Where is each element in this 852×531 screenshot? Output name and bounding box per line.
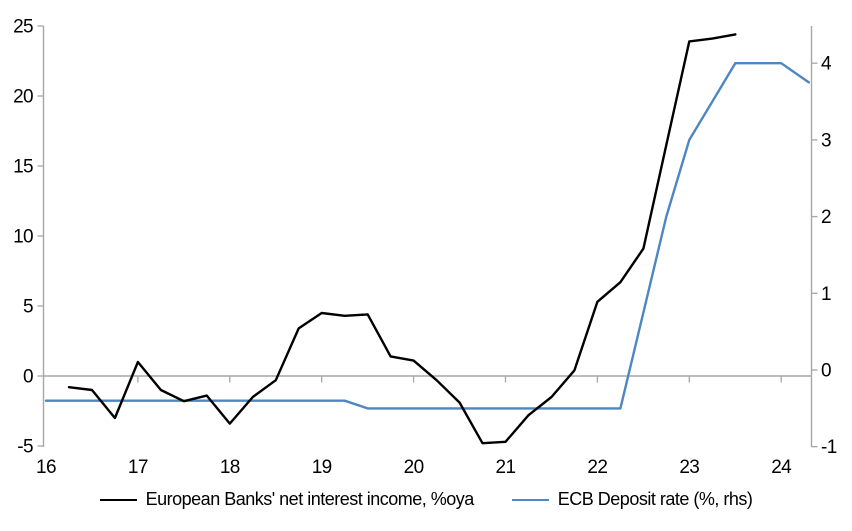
right-axis-tick-label: 3 [821,130,831,151]
x-axis-tick-label: 23 [679,457,699,478]
x-axis-tick-label: 21 [496,457,516,478]
chart-legend: European Banks' net interest income, %oy… [0,489,852,510]
x-axis-tick-label: 18 [220,457,240,478]
legend-label-nii: European Banks' net interest income, %oy… [145,489,475,509]
right-axis-tick-label: 0 [821,361,831,382]
ecb-deposit-rate-line [44,62,810,410]
left-axis-tick-label: 5 [23,297,33,318]
right-axis-tick-label: 4 [821,54,832,75]
right-axis-tick-label: 1 [821,284,831,305]
left-axis-tick-label: -5 [17,437,33,458]
left-axis-tick-label: 15 [13,157,33,178]
legend-item-ecb: ECB Deposit rate (%, rhs) [511,489,753,510]
x-axis-tick-label: 19 [312,457,332,478]
left-axis-tick-label: 0 [23,367,33,388]
left-axis-tick-label: 25 [13,17,33,38]
x-axis-tick-label: 17 [128,457,148,478]
x-axis-tick-label: 22 [587,457,607,478]
left-axis-tick-label: 20 [13,87,33,108]
nii-line-swatch [99,498,137,501]
ecb-line-swatch [511,498,549,501]
right-axis-tick-label: 2 [821,207,831,228]
nii-line [67,33,737,445]
x-axis-tick-label: 24 [771,457,792,478]
right-axis-tick-label: -1 [821,437,837,458]
legend-item-nii: European Banks' net interest income, %oy… [99,489,475,510]
x-axis-tick-label: 20 [404,457,424,478]
x-axis-tick-label: 16 [36,457,56,478]
legend-label-ecb: ECB Deposit rate (%, rhs) [557,489,753,509]
left-axis-tick-label: 10 [13,227,33,248]
